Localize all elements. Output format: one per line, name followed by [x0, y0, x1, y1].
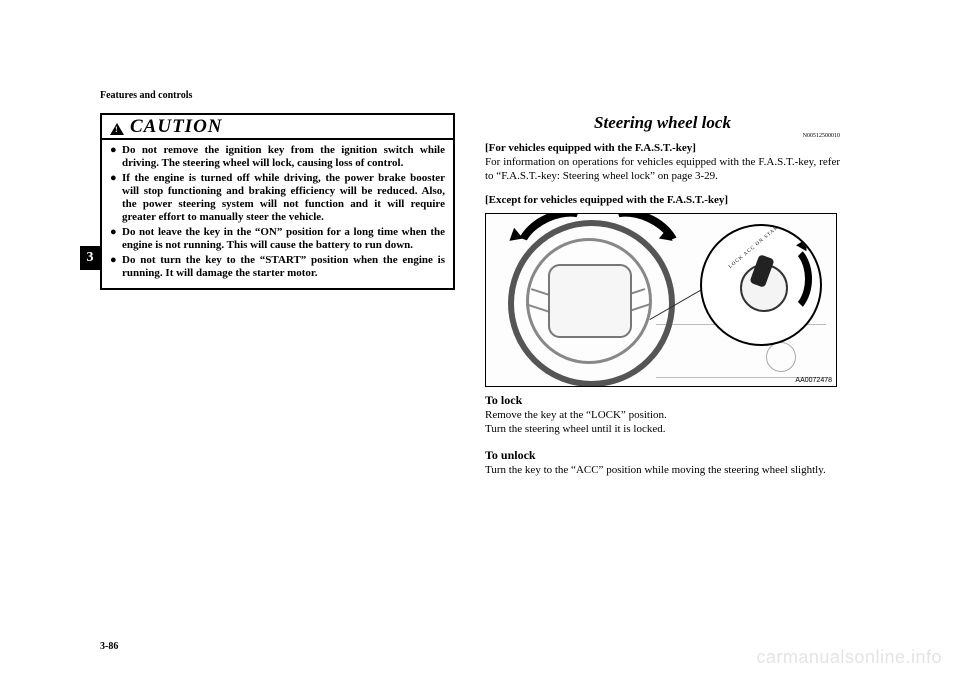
to-lock-line: Remove the key at the “LOCK” position.	[485, 408, 840, 422]
steering-wheel-figure: LOCK ACC ON START AA0072478	[485, 213, 837, 387]
to-unlock-heading: To unlock	[485, 448, 840, 463]
vent-icon	[766, 342, 796, 372]
figure-code: AA0072478	[795, 377, 832, 384]
caution-text: Do not leave the key in the “ON” positio…	[122, 226, 445, 252]
caution-text: Do not turn the key to the “START” posit…	[122, 254, 445, 280]
bullet-icon: ●	[110, 172, 122, 185]
page-number: 3-86	[100, 641, 118, 652]
except-heading: [Except for vehicles equipped with the F…	[485, 193, 840, 207]
caution-title-row: CAUTION	[102, 115, 453, 140]
caution-body: ● Do not remove the ignition key from th…	[102, 140, 453, 288]
caution-item: ● Do not leave the key in the “ON” posit…	[110, 226, 445, 252]
caution-item: ● If the engine is turned off while driv…	[110, 172, 445, 224]
page-content: Features and controls CAUTION ● Do not r…	[100, 90, 840, 630]
to-unlock-line: Turn the key to the “ACC” position while…	[485, 463, 840, 477]
steering-hub	[548, 264, 632, 338]
caution-text: If the engine is turned off while drivin…	[122, 172, 445, 224]
running-header: Features and controls	[100, 90, 840, 101]
caution-item: ● Do not turn the key to the “START” pos…	[110, 254, 445, 280]
caution-box: CAUTION ● Do not remove the ignition key…	[100, 113, 455, 290]
ignition-zoom-circle: LOCK ACC ON START	[700, 224, 822, 346]
document-code: N00512500010	[485, 133, 840, 139]
fast-key-heading: [For vehicles equipped with the F.A.S.T.…	[485, 141, 840, 155]
to-lock-line: Turn the steering wheel until it is lock…	[485, 422, 840, 436]
bullet-icon: ●	[110, 226, 122, 239]
left-column: CAUTION ● Do not remove the ignition key…	[100, 113, 455, 477]
right-column: Steering wheel lock N00512500010 [For ve…	[485, 113, 840, 477]
to-lock-heading: To lock	[485, 393, 840, 408]
chapter-tab: 3	[80, 246, 100, 270]
caution-item: ● Do not remove the ignition key from th…	[110, 144, 445, 170]
warning-triangle-icon	[110, 123, 124, 135]
caution-title: CAUTION	[130, 116, 223, 138]
bullet-icon: ●	[110, 144, 122, 157]
section-title: Steering wheel lock	[485, 113, 840, 133]
bullet-icon: ●	[110, 254, 122, 267]
fast-key-paragraph: For information on operations for vehicl…	[485, 155, 840, 183]
key-rotate-arrow	[758, 242, 812, 316]
two-column-layout: CAUTION ● Do not remove the ignition key…	[100, 113, 840, 477]
caution-text: Do not remove the ignition key from the …	[122, 144, 445, 170]
watermark: carmanualsonline.info	[756, 647, 942, 668]
